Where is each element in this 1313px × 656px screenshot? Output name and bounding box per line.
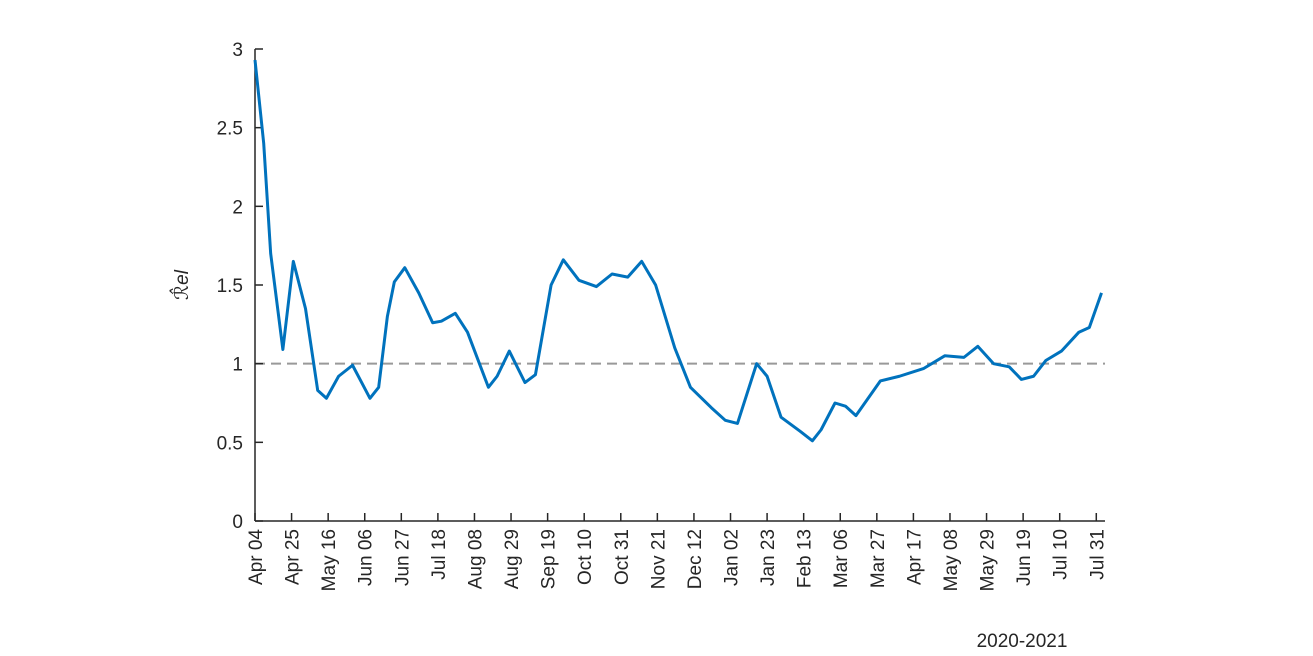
x-tick-label: Feb 13 [795, 529, 816, 588]
x-tick-label: Dec 12 [685, 529, 706, 589]
y-tick-label: 1.5 [217, 276, 243, 297]
y-axis-label: ℛ̂el [169, 269, 193, 300]
x-tick-label: Sep 19 [539, 529, 560, 589]
y-tick-label: 2 [232, 197, 243, 218]
x-tick-label: May 16 [319, 529, 340, 591]
x-tick-label: Jun 27 [392, 529, 413, 586]
x-tick-label: Oct 31 [612, 529, 633, 585]
x-tick-label: Jul 18 [429, 529, 450, 580]
x-tick-label: Jan 02 [722, 529, 743, 586]
x-tick-label: Oct 10 [575, 529, 596, 585]
data-line [253, 59, 1103, 443]
x-tick-label: Mar 06 [831, 529, 852, 588]
x-tick-label: Aug 08 [465, 529, 486, 589]
x-tick-label: Jul 31 [1087, 529, 1108, 580]
x-tick-label: Jul 10 [1051, 529, 1072, 580]
x-tick-label: Aug 29 [502, 529, 523, 589]
x-tick-label: Mar 27 [868, 529, 889, 588]
y-tick-label: 1 [232, 355, 243, 376]
y-tick-label: 0.5 [217, 433, 243, 454]
x-tick-label: Apr 25 [283, 529, 304, 585]
y-tick-label: 0 [232, 512, 243, 533]
x-tick-label: Jan 23 [758, 529, 779, 586]
x-tick-label: Apr 17 [904, 529, 925, 585]
x-tick-label: May 29 [978, 529, 999, 591]
x-tick-label: Apr 04 [246, 529, 267, 585]
x-tick-label: Jun 19 [1014, 529, 1035, 586]
x-tick-label: May 08 [941, 529, 962, 591]
y-tick-label: 3 [232, 40, 243, 61]
x-tick-label: Nov 21 [648, 529, 669, 589]
y-tick-label: 2.5 [217, 119, 243, 140]
x-axis-label: 2020-2021 [977, 631, 1068, 652]
x-tick-label: Jun 06 [356, 529, 377, 586]
